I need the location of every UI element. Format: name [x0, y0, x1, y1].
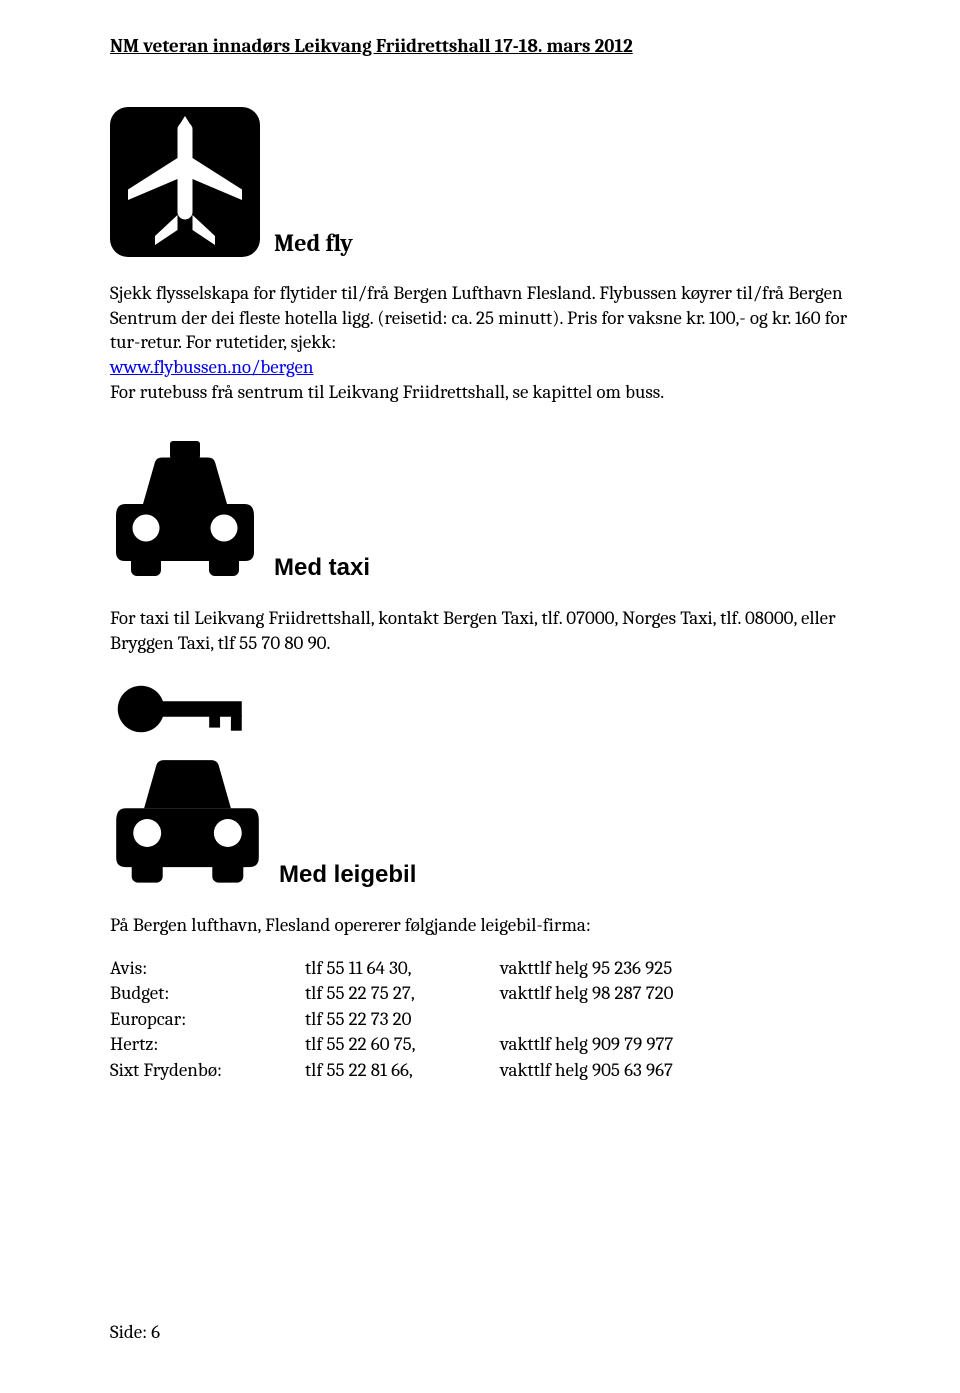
firm-tlf: tlf 55 22 81 66,: [305, 1058, 500, 1084]
page-number-value: 6: [151, 1321, 160, 1343]
table-row: Hertz: tlf 55 22 60 75, vakttlf helg 909…: [110, 1032, 682, 1058]
fly-paragraph: Sjekk flysselskapa for flytider til/frå …: [110, 281, 850, 404]
taxi-icon: [110, 432, 260, 582]
firm-tlf: tlf 55 22 60 75,: [305, 1032, 500, 1058]
table-row: Sixt Frydenbø: tlf 55 22 81 66, vakttlf …: [110, 1058, 682, 1084]
leigebil-intro: På Bergen lufthavn, Flesland opererer fø…: [110, 913, 850, 938]
firm-name: Hertz:: [110, 1032, 305, 1058]
section-leigebil-header: Med leigebil: [110, 684, 850, 889]
leigebil-table: Avis: tlf 55 11 64 30, vakttlf helg 95 2…: [110, 956, 682, 1084]
section-leigebil-heading: Med leigebil: [279, 861, 416, 889]
firm-name: Avis:: [110, 956, 305, 982]
taxi-paragraph: For taxi til Leikvang Friidrettshall, ko…: [110, 606, 850, 655]
fly-text-1: Sjekk flysselskapa for flytider til/frå …: [110, 282, 847, 353]
table-row: Europcar: tlf 55 22 73 20: [110, 1007, 682, 1033]
page-number-label: Side:: [110, 1321, 147, 1343]
firm-vakt: vakttlf helg 905 63 967: [500, 1058, 682, 1084]
section-taxi-header: Med taxi: [110, 432, 850, 582]
firm-vakt: vakttlf helg 95 236 925: [500, 956, 682, 982]
firm-vakt: vakttlf helg 98 287 720: [500, 981, 682, 1007]
firm-tlf: tlf 55 22 75 27,: [305, 981, 500, 1007]
fly-text-2: For rutebuss frå sentrum til Leikvang Fr…: [110, 381, 664, 403]
firm-name: Budget:: [110, 981, 305, 1007]
page-number: Side: 6: [110, 1321, 160, 1343]
firm-name: Europcar:: [110, 1007, 305, 1033]
section-taxi-heading: Med taxi: [274, 554, 370, 582]
table-row: Avis: tlf 55 11 64 30, vakttlf helg 95 2…: [110, 956, 682, 982]
firm-tlf: tlf 55 22 73 20: [305, 1007, 500, 1033]
firm-name: Sixt Frydenbø:: [110, 1058, 305, 1084]
page-title: NM veteran innadørs Leikvang Friidrettsh…: [110, 35, 850, 57]
section-fly-heading: Med fly: [274, 229, 353, 257]
flybussen-link[interactable]: www.flybussen.no/bergen: [110, 356, 314, 378]
firm-vakt: [500, 1007, 682, 1033]
airplane-icon: [110, 107, 260, 257]
key-car-icon: [110, 684, 265, 889]
firm-tlf: tlf 55 11 64 30,: [305, 956, 500, 982]
firm-vakt: vakttlf helg 909 79 977: [500, 1032, 682, 1058]
section-fly-header: Med fly: [110, 107, 850, 257]
table-row: Budget: tlf 55 22 75 27, vakttlf helg 98…: [110, 981, 682, 1007]
